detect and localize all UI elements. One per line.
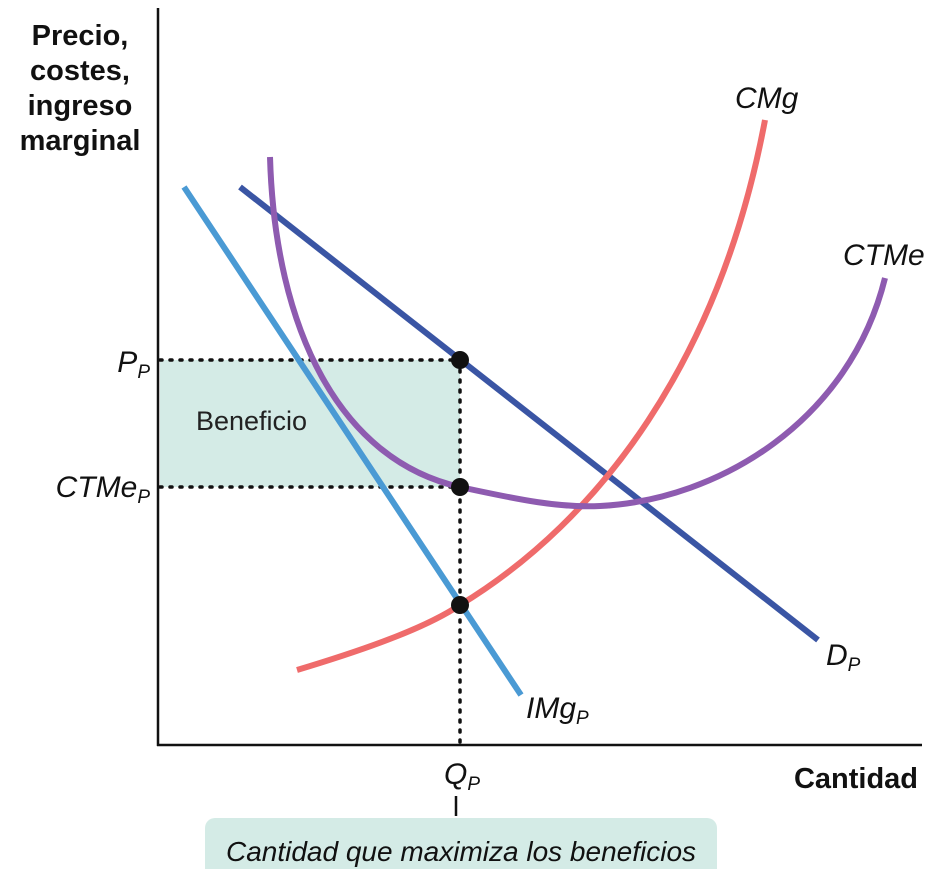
- cmg-label: CMg: [735, 82, 799, 115]
- price-label: PP: [117, 346, 150, 383]
- main: CTMe: [56, 471, 138, 504]
- point: [451, 478, 469, 496]
- y-title-line: marginal: [20, 125, 141, 157]
- caption: Cantidad que maximiza los beneficios: [226, 836, 696, 867]
- main: IMg: [526, 692, 576, 725]
- demand-label: DP: [826, 639, 861, 676]
- ctme-label: CTMe: [843, 239, 925, 272]
- x-axis-title: Cantidad: [794, 763, 918, 795]
- caption-box: [205, 818, 717, 869]
- subscript: P: [467, 774, 480, 795]
- imr-label: IMgP: [526, 692, 589, 729]
- main: P: [117, 346, 137, 379]
- average-cost-curve: [267, 156, 888, 510]
- y-title-line: ingreso: [28, 90, 133, 122]
- demand-curve: [238, 184, 820, 643]
- main: Q: [444, 758, 467, 791]
- point: [451, 351, 469, 369]
- y-title-line: Precio,: [32, 20, 129, 52]
- y-axis-title: Precio, costes, ingreso marginal: [20, 20, 141, 157]
- y-title-line: costes,: [30, 55, 130, 87]
- profit-label: Beneficio: [196, 406, 307, 436]
- subscript: P: [137, 487, 150, 508]
- main: D: [826, 639, 848, 672]
- quantity-label: QP: [444, 758, 480, 795]
- subscript: P: [137, 362, 150, 383]
- subscript: P: [848, 655, 861, 676]
- marginal-cost-curve: [296, 119, 768, 673]
- cost-label: CTMeP: [56, 471, 151, 508]
- subscript: P: [576, 708, 589, 729]
- point: [451, 596, 469, 614]
